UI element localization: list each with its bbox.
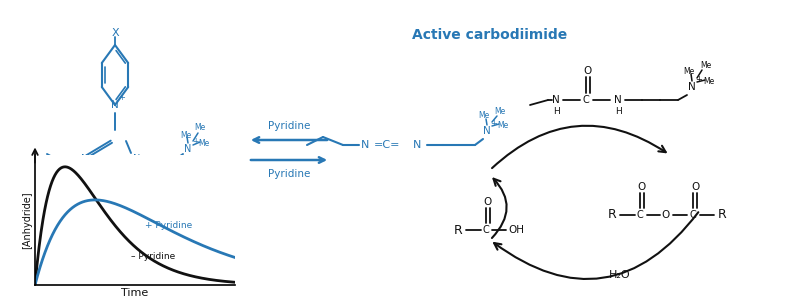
- Text: Me: Me: [494, 106, 506, 116]
- Text: – Pyridine: – Pyridine: [131, 252, 175, 261]
- Text: R: R: [718, 208, 726, 221]
- Text: N: N: [413, 140, 421, 150]
- Text: H₂O: H₂O: [609, 270, 631, 280]
- Text: C: C: [637, 210, 643, 220]
- Text: OH: OH: [508, 225, 524, 235]
- Text: N: N: [184, 144, 192, 154]
- Text: Active carbodiimide: Active carbodiimide: [412, 28, 568, 42]
- Text: Me: Me: [194, 122, 206, 131]
- Text: C: C: [482, 225, 490, 235]
- Y-axis label: [Anhydride]: [Anhydride]: [22, 191, 32, 249]
- Text: N: N: [134, 154, 141, 164]
- Text: H: H: [553, 107, 559, 116]
- Text: +: +: [118, 92, 126, 101]
- Text: O: O: [638, 182, 646, 192]
- Text: Me: Me: [498, 121, 509, 130]
- Text: O: O: [484, 197, 492, 207]
- Text: N: N: [483, 126, 491, 136]
- Text: =C=: =C=: [374, 140, 400, 150]
- Text: Me: Me: [683, 67, 694, 76]
- Text: X: X: [111, 28, 119, 38]
- Text: O: O: [584, 66, 592, 76]
- Text: N: N: [614, 95, 622, 105]
- Text: Me: Me: [700, 61, 712, 70]
- Text: N: N: [688, 82, 696, 92]
- Text: Me: Me: [703, 76, 714, 85]
- Text: Dormant adduct: Dormant adduct: [43, 188, 157, 202]
- Text: C: C: [582, 95, 590, 105]
- Text: +: +: [192, 137, 198, 146]
- Text: N: N: [111, 100, 119, 110]
- Text: Pyridine: Pyridine: [268, 121, 310, 131]
- Text: H: H: [614, 107, 622, 116]
- Text: N: N: [361, 140, 369, 150]
- Text: Me: Me: [478, 112, 490, 121]
- Text: N: N: [82, 154, 89, 164]
- X-axis label: Time: Time: [122, 288, 149, 298]
- Text: R: R: [608, 208, 616, 221]
- Text: C: C: [690, 210, 696, 220]
- Text: Me: Me: [198, 140, 210, 148]
- Text: + Pyridine: + Pyridine: [145, 221, 192, 230]
- Text: O: O: [662, 210, 670, 220]
- Text: R: R: [454, 224, 462, 236]
- Text: +: +: [695, 74, 702, 83]
- Text: +: +: [490, 118, 498, 127]
- Text: N: N: [552, 95, 560, 105]
- Text: Pyridine: Pyridine: [268, 169, 310, 179]
- Text: Me: Me: [180, 130, 192, 140]
- Text: O: O: [691, 182, 699, 192]
- Text: H: H: [80, 167, 86, 176]
